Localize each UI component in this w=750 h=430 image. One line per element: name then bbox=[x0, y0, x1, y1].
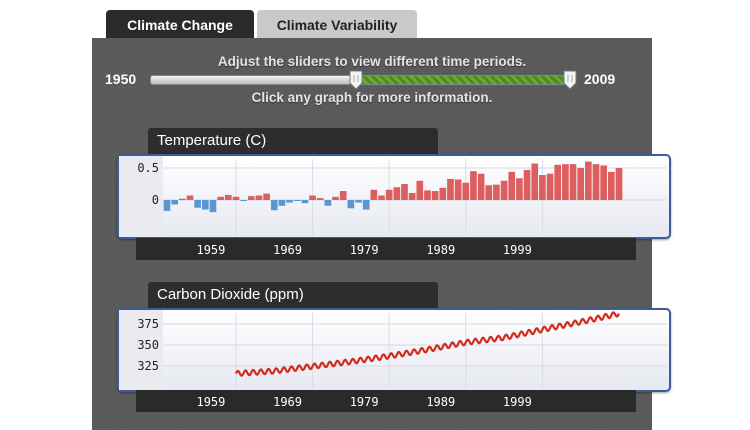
temperature-bar bbox=[286, 200, 293, 203]
co2-chart-plot: 375 350 325 bbox=[119, 310, 667, 390]
temperature-chart-plot: 0.50 bbox=[119, 156, 667, 237]
temperature-bar bbox=[431, 191, 439, 200]
temperature-bar bbox=[439, 187, 447, 200]
temperature-bar bbox=[201, 200, 209, 210]
temperature-x-axis: 1959 1969 1979 1989 1999 bbox=[136, 238, 636, 260]
temperature-bar bbox=[370, 189, 378, 200]
temperature-bar bbox=[263, 193, 270, 200]
temperature-bar bbox=[301, 200, 309, 204]
temperature-bar bbox=[378, 195, 385, 200]
temperature-chart-title: Temperature (C) bbox=[148, 128, 438, 154]
selected-range-fill bbox=[357, 76, 571, 84]
temperature-bar bbox=[278, 200, 286, 206]
temperature-x-axis-labels: 1959 1969 1979 1989 1999 bbox=[196, 243, 532, 257]
co2-chart-title: Carbon Dioxide (ppm) bbox=[148, 282, 438, 308]
temperature-bar bbox=[247, 196, 255, 200]
range-end-handle[interactable] bbox=[563, 70, 577, 90]
temperature-bar bbox=[309, 195, 316, 200]
temperature-bar bbox=[592, 164, 600, 200]
x-tick-label: 1969 bbox=[273, 243, 302, 257]
temperature-bar bbox=[240, 200, 247, 201]
range-start-handle[interactable] bbox=[349, 70, 363, 90]
y-tick-label: 0 bbox=[152, 193, 159, 207]
temperature-bar bbox=[408, 192, 416, 200]
x-tick-label: 1979 bbox=[350, 395, 379, 409]
y-axis-area bbox=[119, 310, 163, 390]
temperature-bar bbox=[217, 196, 224, 200]
x-tick-label: 1959 bbox=[196, 243, 225, 257]
temperature-bar bbox=[194, 200, 201, 208]
temperature-bar bbox=[546, 173, 554, 200]
temperature-bar bbox=[232, 196, 240, 200]
temperature-bar bbox=[324, 200, 332, 206]
y-tick-label: 375 bbox=[137, 317, 159, 331]
temperature-bar bbox=[569, 164, 577, 200]
temperature-bar bbox=[385, 189, 393, 200]
temperature-bar bbox=[493, 184, 500, 200]
temperature-bar bbox=[516, 178, 523, 200]
temperature-bar bbox=[454, 179, 462, 200]
temperature-bar bbox=[209, 200, 217, 213]
temperature-bar bbox=[462, 182, 470, 200]
temperature-bar bbox=[416, 180, 424, 200]
temperature-bar bbox=[531, 163, 539, 200]
temperature-bar bbox=[600, 165, 608, 200]
temperature-bar bbox=[470, 171, 477, 200]
temperature-bar bbox=[500, 180, 508, 200]
x-tick-label: 1979 bbox=[350, 243, 379, 257]
temperature-bar bbox=[255, 195, 263, 200]
x-tick-label: 1999 bbox=[503, 243, 532, 257]
temperature-bar bbox=[393, 187, 401, 200]
temperature-bar bbox=[562, 164, 569, 200]
y-tick-label: 0.5 bbox=[137, 161, 159, 175]
temperature-bar bbox=[178, 198, 186, 200]
temperature-bar bbox=[401, 184, 408, 200]
temperature-bar bbox=[485, 185, 493, 200]
temperature-bar bbox=[608, 171, 615, 200]
temperature-bar bbox=[362, 200, 370, 210]
tab-bar: Climate Change Climate Variability bbox=[106, 10, 417, 40]
temperature-bar bbox=[355, 200, 362, 203]
temperature-bar bbox=[270, 200, 278, 211]
temperature-bar bbox=[224, 194, 232, 200]
y-tick-label: 350 bbox=[137, 338, 159, 352]
range-end-label: 2009 bbox=[584, 71, 616, 87]
x-tick-label: 1999 bbox=[503, 395, 532, 409]
slider-hint-text: Adjust the sliders to view different tim… bbox=[217, 54, 527, 69]
temperature-bar bbox=[523, 169, 531, 200]
temperature-bar bbox=[347, 200, 355, 209]
temperature-bar bbox=[554, 164, 562, 200]
y-tick-label: 325 bbox=[137, 359, 159, 373]
co2-x-axis: 1959 1969 1979 1989 1999 bbox=[136, 390, 636, 412]
temperature-bar bbox=[163, 200, 171, 211]
temperature-bar bbox=[424, 190, 431, 200]
temperature-bar bbox=[508, 171, 516, 200]
temperature-bar bbox=[316, 198, 324, 200]
temperature-chart[interactable]: 0.5 0 bbox=[117, 154, 671, 239]
temperature-bar bbox=[332, 196, 339, 200]
x-tick-label: 1989 bbox=[426, 395, 455, 409]
temperature-bar bbox=[447, 178, 454, 200]
y-axis-area bbox=[119, 156, 163, 237]
co2-series-line bbox=[234, 311, 620, 377]
co2-chart[interactable]: 375 350 325 bbox=[117, 308, 671, 392]
x-tick-label: 1969 bbox=[273, 395, 302, 409]
x-tick-label: 1959 bbox=[196, 395, 225, 409]
temperature-bar bbox=[577, 168, 585, 200]
temperature-bar bbox=[477, 173, 485, 200]
tab-climate-variability[interactable]: Climate Variability bbox=[257, 10, 417, 40]
main-panel: Adjust the sliders to view different tim… bbox=[92, 38, 671, 430]
temperature-bar bbox=[186, 195, 194, 200]
temperature-bar bbox=[339, 191, 347, 200]
temperature-bar bbox=[171, 200, 178, 205]
co2-x-axis-labels: 1959 1969 1979 1989 1999 bbox=[196, 395, 532, 409]
tab-climate-change[interactable]: Climate Change bbox=[106, 10, 254, 40]
temperature-bar bbox=[293, 200, 301, 201]
temperature-bar bbox=[585, 161, 592, 200]
x-tick-label: 1989 bbox=[426, 243, 455, 257]
range-start-label: 1950 bbox=[105, 71, 137, 87]
temperature-bar bbox=[539, 175, 546, 200]
temperature-bar bbox=[615, 168, 623, 200]
click-hint-text: Click any graph for more information. bbox=[251, 90, 493, 105]
